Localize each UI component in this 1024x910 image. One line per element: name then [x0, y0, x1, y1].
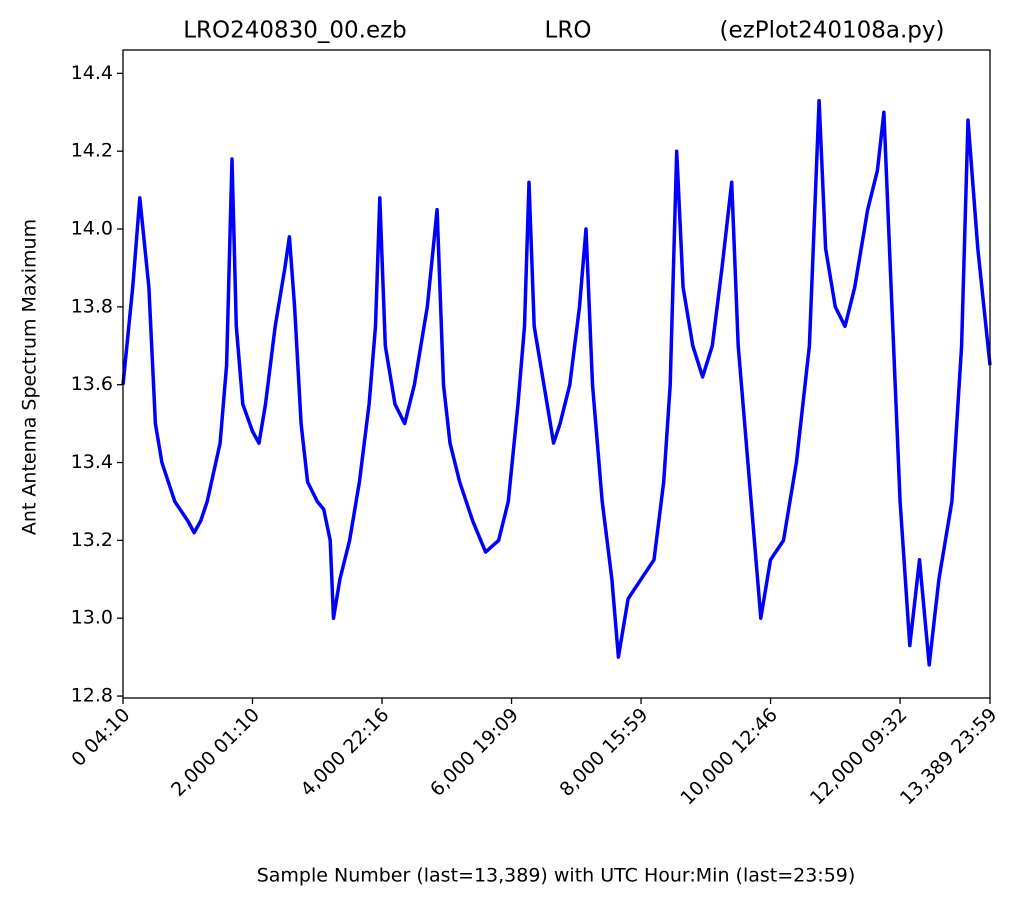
y-tick-label: 13.6 — [71, 373, 113, 395]
y-tick-label: 14.4 — [71, 62, 113, 84]
x-tick-label: 0 04:10 — [67, 704, 134, 771]
x-tick-label: 6,000 19:09 — [426, 704, 523, 801]
y-tick-label: 12.8 — [71, 685, 113, 707]
plot-frame — [122, 49, 991, 699]
x-tick-label: 8,000 15:59 — [555, 704, 652, 801]
x-tick-label: 13,389 23:59 — [896, 704, 1002, 810]
y-tick-label: 13.4 — [71, 451, 113, 473]
y-tick-label: 13.0 — [71, 607, 113, 629]
x-tick-label: 4,000 22:16 — [296, 704, 393, 801]
y-tick-label: 13.2 — [71, 529, 113, 551]
y-tick-label: 13.8 — [71, 295, 113, 317]
x-axis-label: Sample Number (last=13,389) with UTC Hou… — [257, 865, 856, 887]
y-tick-label: 14.0 — [71, 218, 113, 240]
data-line — [121, 98, 992, 667]
x-tick-label: 10,000 12:46 — [676, 704, 782, 810]
y-tick-label: 14.2 — [71, 140, 113, 162]
y-axis-label: Ant Antenna Spectrum Maximum — [19, 219, 41, 535]
x-tick-label: 2,000 01:10 — [167, 704, 264, 801]
title-center: LRO — [545, 18, 592, 44]
title-left: LRO240830_00.ezb — [183, 18, 407, 44]
title-right: (ezPlot240108a.py) — [720, 18, 945, 44]
